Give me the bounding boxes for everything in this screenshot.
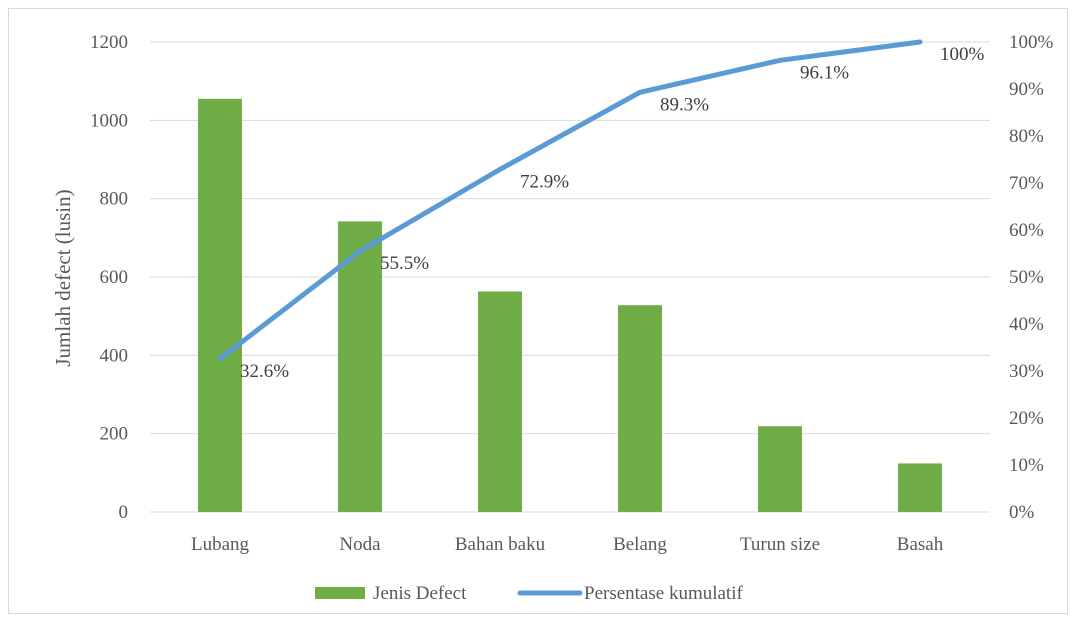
right-tick-label: 30%	[1009, 361, 1044, 382]
category-label: Basah	[897, 534, 944, 555]
left-axis-ticks: 0 200 400 600 800 1000 1200	[90, 32, 128, 523]
line-series	[217, 39, 923, 362]
bar-series	[198, 98, 942, 513]
bar	[898, 463, 942, 512]
line-data-label: 100%	[940, 44, 985, 65]
right-tick-label: 90%	[1009, 79, 1044, 100]
category-axis-ticks: Lubang Noda Bahan baku Belang Turun size Basa…	[191, 534, 944, 555]
right-tick-label: 100%	[1009, 32, 1054, 53]
right-tick-label: 60%	[1009, 220, 1044, 241]
legend-label-line: Persentase kumulatif	[584, 583, 743, 604]
right-tick-label: 0%	[1009, 502, 1035, 523]
category-label: Lubang	[191, 534, 250, 555]
right-tick-label: 70%	[1009, 173, 1044, 194]
left-tick-label: 200	[100, 424, 129, 445]
chart-frame	[8, 8, 1068, 614]
line-data-label: 55.5%	[380, 253, 429, 274]
gridlines	[150, 41, 990, 513]
category-label: Bahan baku	[455, 534, 546, 555]
left-tick-label: 0	[119, 502, 129, 523]
category-label: Noda	[339, 534, 381, 555]
line-data-label: 96.1%	[800, 62, 849, 83]
legend: Jenis Defect Persentase kumulatif	[315, 583, 743, 604]
line-data-label: 32.6%	[240, 361, 289, 382]
right-axis-ticks: 0% 10% 20% 30% 40% 50% 60% 70% 80% 90% 100%	[1009, 32, 1054, 523]
bar	[758, 426, 802, 512]
right-tick-label: 80%	[1009, 126, 1044, 147]
bar	[618, 305, 662, 512]
y-axis-title: Jumlah defect (lusin)	[51, 189, 75, 366]
category-label: Belang	[613, 534, 667, 555]
category-label: Turun size	[740, 534, 820, 555]
right-tick-label: 50%	[1009, 267, 1044, 288]
right-tick-label: 40%	[1009, 314, 1044, 335]
bar	[198, 98, 242, 513]
left-tick-label: 1000	[90, 110, 128, 131]
cumulative-line	[217, 39, 923, 362]
right-tick-label: 10%	[1009, 455, 1044, 476]
bar	[478, 291, 522, 512]
bar	[338, 221, 382, 512]
line-data-labels: 32.6% 55.5% 72.9% 89.3% 96.1% 100%	[240, 44, 985, 382]
left-tick-label: 800	[100, 189, 129, 210]
line-data-label: 72.9%	[520, 171, 569, 192]
left-tick-label: 600	[100, 267, 129, 288]
right-tick-label: 20%	[1009, 408, 1044, 429]
left-tick-label: 1200	[90, 32, 128, 53]
legend-swatch-bar	[315, 587, 365, 599]
line-data-label: 89.3%	[660, 94, 709, 115]
legend-label-bar: Jenis Defect	[373, 583, 467, 604]
left-tick-label: 400	[100, 345, 129, 366]
